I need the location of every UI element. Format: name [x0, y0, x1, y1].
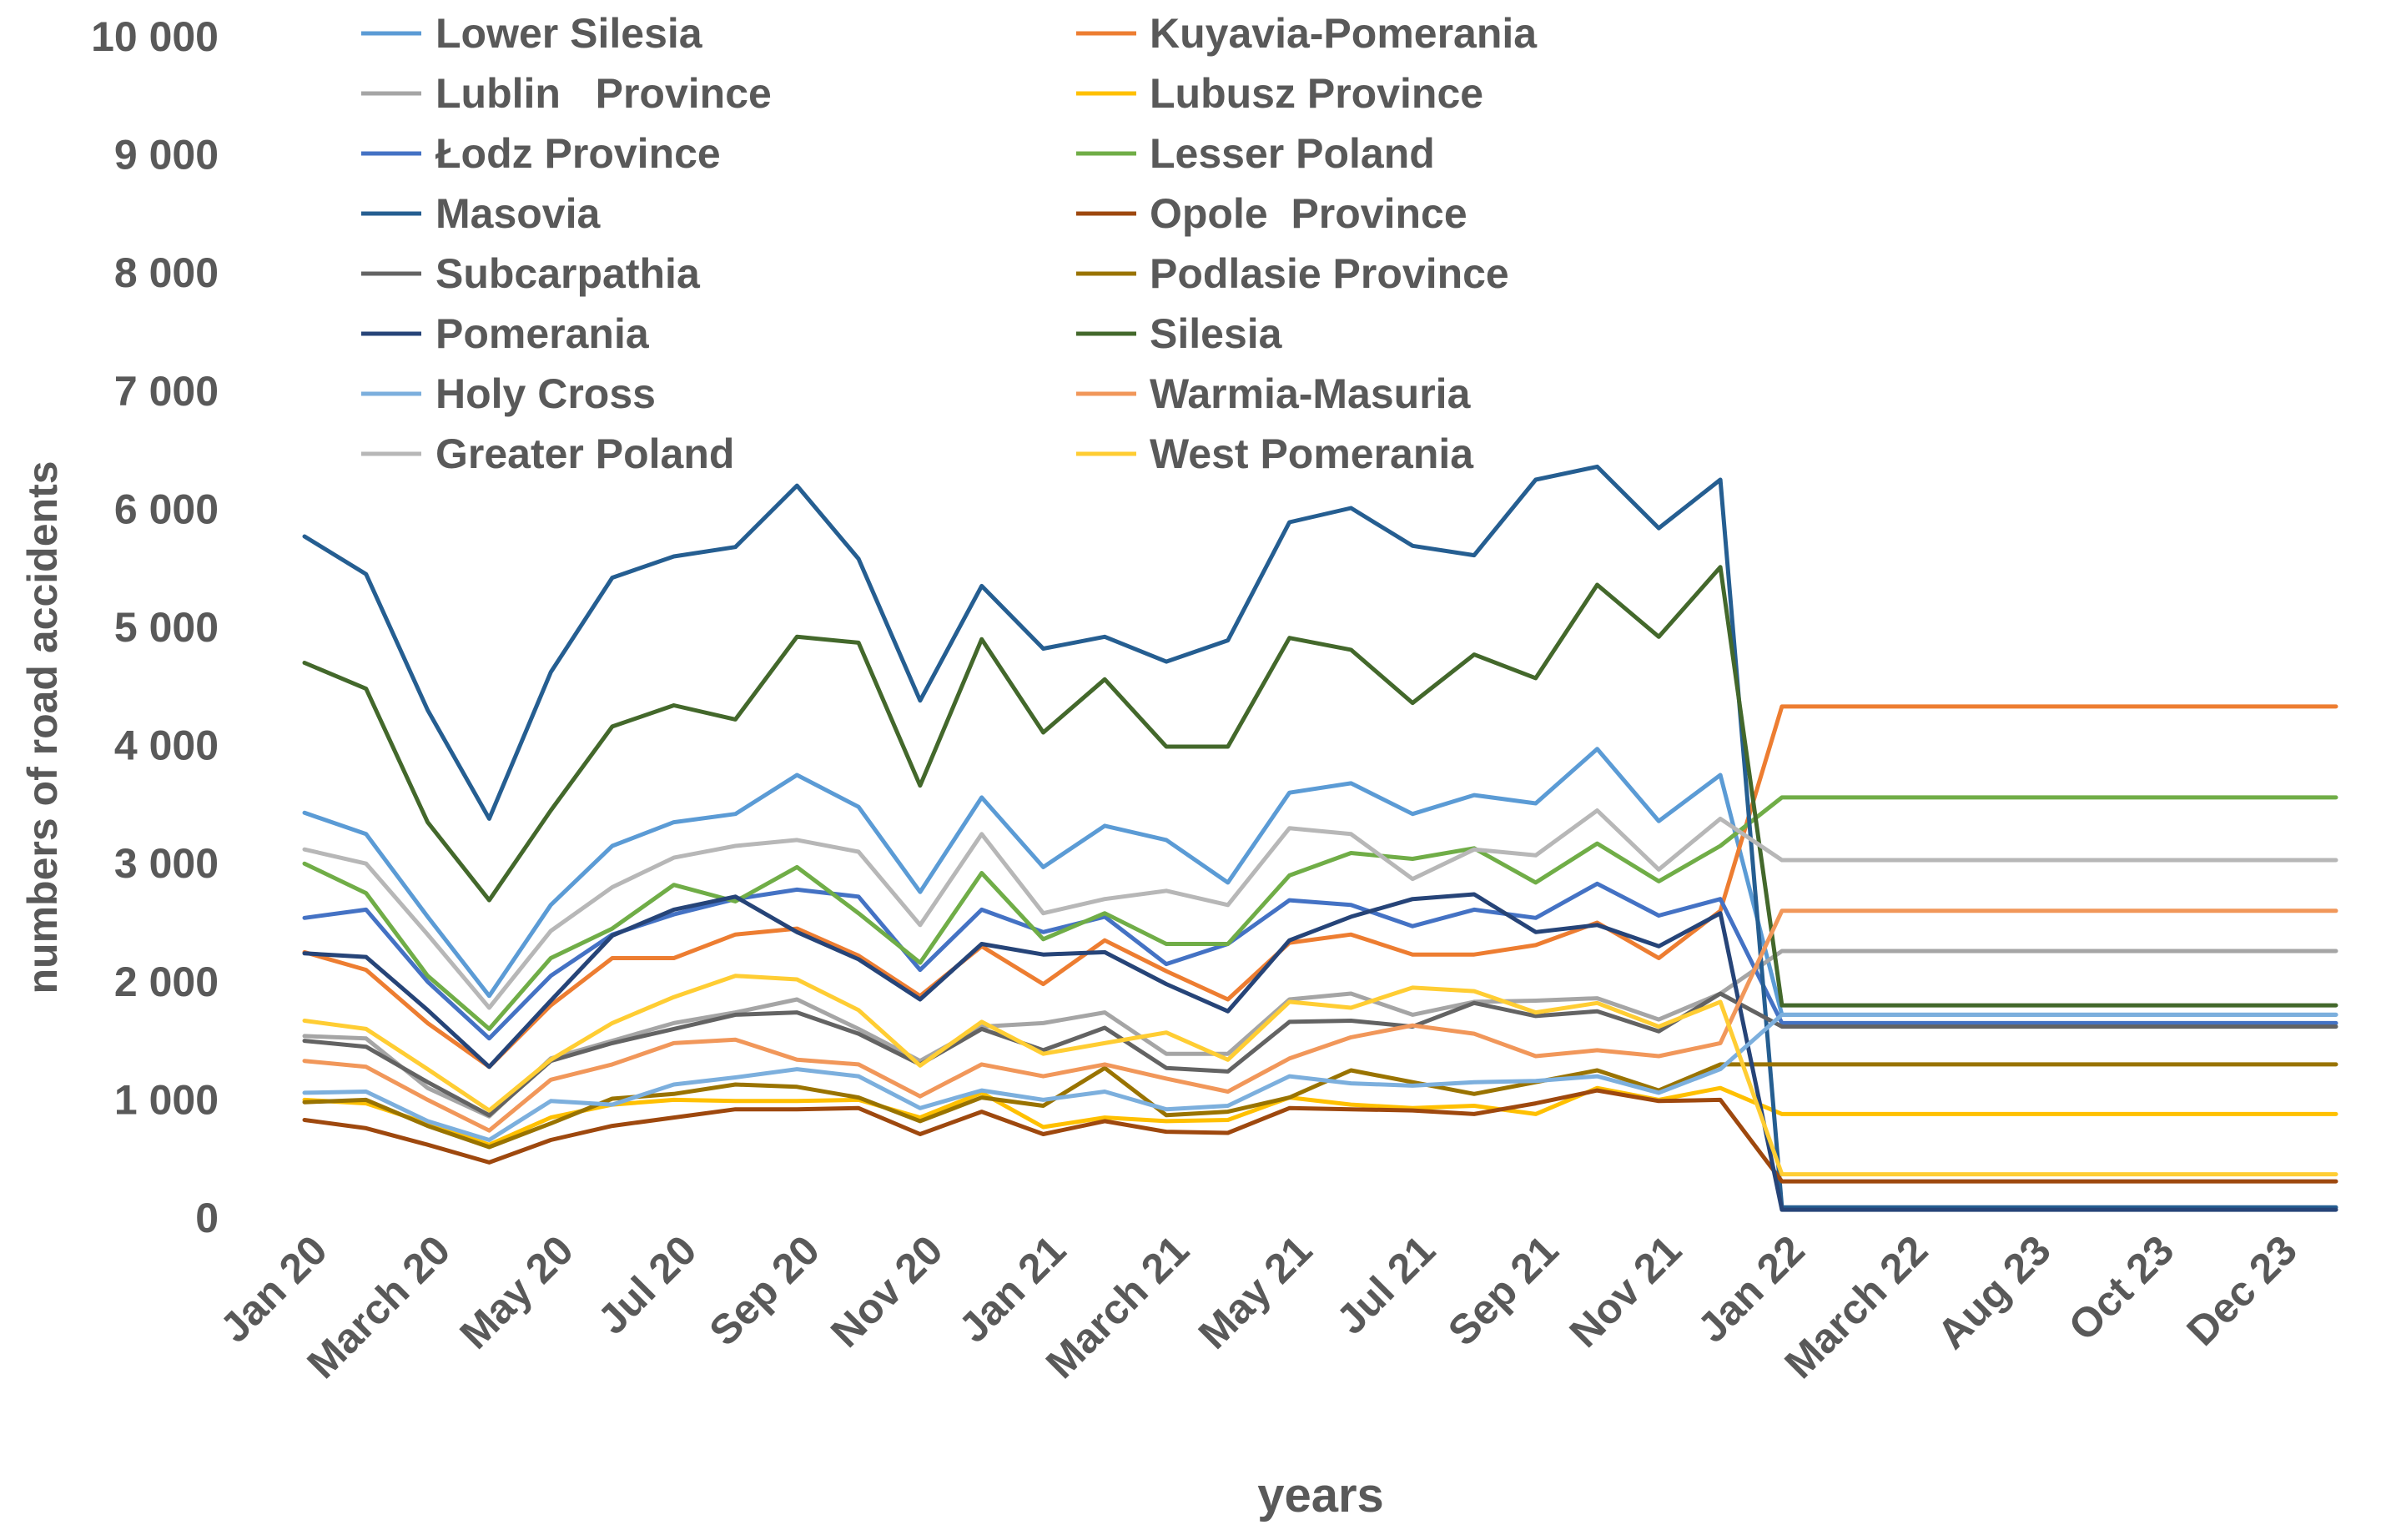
legend-item: Łodz Province	[361, 130, 721, 177]
legend-label: Lubusz Province	[1150, 70, 1483, 117]
x-tick-label: Nov 20	[822, 1226, 952, 1356]
x-tick-label: Jul 21	[1327, 1226, 1444, 1343]
x-axis-title: years	[1257, 1468, 1384, 1522]
legend-label: Opole Province	[1150, 190, 1467, 237]
series-line-5	[302, 795, 2338, 1031]
series-line-0	[302, 747, 2338, 1017]
y-tick-label: 7 000	[114, 368, 219, 415]
x-tick-label: Aug 23	[1928, 1226, 2059, 1357]
y-tick-label: 9 000	[114, 132, 219, 179]
series-line-8	[302, 991, 2338, 1118]
series-line-13	[302, 908, 2338, 1133]
series-line-12	[302, 1012, 2338, 1142]
y-tick-label: 4 000	[114, 722, 219, 769]
x-tick-label: Jul 20	[589, 1226, 706, 1343]
y-tick-label: 8 000	[114, 249, 219, 296]
x-tick-label: Jan 22	[1689, 1226, 1814, 1351]
legend-label: West Pomerania	[1150, 430, 1474, 477]
legend-label: Masovia	[435, 190, 602, 237]
y-axis-ticks: 0 1 000 2 000 3 000 4 000 5 000 6 000 7 000 8 00…	[91, 13, 219, 1241]
legend-item: Holy Cross	[361, 370, 656, 417]
series-line-2	[302, 949, 2338, 1119]
series-line-3	[302, 1085, 2338, 1147]
legend-item: Lower Silesia	[361, 10, 703, 57]
legend-label: Greater Poland	[435, 430, 734, 477]
x-tick-label: Jan 21	[950, 1226, 1075, 1351]
legend-item: Lubusz Province	[1076, 70, 1483, 117]
series-line-6	[302, 464, 2338, 1210]
legend-item: Opole Province	[1076, 190, 1467, 237]
legend-item: Subcarpathia	[361, 250, 701, 297]
y-axis-title: numbers of road accidents	[19, 460, 66, 994]
series-line-7	[302, 1088, 2338, 1184]
y-tick-label: 2 000	[114, 959, 219, 1005]
series-line-1	[302, 704, 2338, 1069]
y-tick-label: 0	[195, 1195, 219, 1241]
x-tick-label: Sep 20	[700, 1226, 828, 1355]
legend-item: Greater Poland	[361, 430, 734, 477]
y-tick-label: 1 000	[114, 1076, 219, 1123]
x-tick-label: Dec 23	[2177, 1226, 2306, 1355]
series-line-14	[302, 808, 2338, 1010]
legend-item: Warmia-Masuria	[1076, 370, 1472, 417]
x-tick-label: Jan 20	[211, 1226, 336, 1351]
legend-label: Lesser Poland	[1150, 130, 1435, 177]
legend-label: Lower Silesia	[435, 10, 703, 57]
y-tick-label: 5 000	[114, 604, 219, 651]
series-line-10	[302, 892, 2338, 1212]
legend-item: Lesser Poland	[1076, 130, 1435, 177]
series-lines	[302, 464, 2338, 1212]
legend-item: West Pomerania	[1076, 430, 1474, 477]
legend-item: Kuyavia-Pomerania	[1076, 10, 1538, 57]
y-tick-label: 10 000	[91, 13, 219, 60]
x-tick-label: Nov 21	[1561, 1226, 1691, 1356]
legend-label: Subcarpathia	[435, 250, 701, 297]
legend-label: Silesia	[1150, 310, 1283, 357]
legend-item: Lublin Province	[361, 70, 772, 117]
legend-label: Łodz Province	[435, 130, 721, 177]
legend: Lower Silesia Kuyavia-Pomerania Lublin Pro…	[361, 10, 1538, 477]
series-line-15	[302, 974, 2338, 1177]
legend-label: Pomerania	[435, 310, 650, 357]
legend-item: Masovia	[361, 190, 602, 237]
legend-label: Podlasie Province	[1150, 250, 1509, 297]
legend-item: Pomerania	[361, 310, 650, 357]
legend-item: Podlasie Province	[1076, 250, 1509, 297]
y-tick-label: 3 000	[114, 840, 219, 887]
x-tick-label: Sep 21	[1439, 1226, 1568, 1355]
legend-label: Lublin Province	[435, 70, 772, 117]
y-tick-label: 6 000	[114, 486, 219, 532]
legend-item: Silesia	[1076, 310, 1283, 357]
x-tick-label: Oct 23	[2060, 1226, 2183, 1350]
legend-label: Holy Cross	[435, 370, 656, 417]
series-line-11	[302, 565, 2338, 1008]
legend-label: Kuyavia-Pomerania	[1150, 10, 1538, 57]
x-tick-label: May 20	[451, 1226, 582, 1358]
legend-label: Warmia-Masuria	[1150, 370, 1472, 417]
x-tick-label: May 21	[1190, 1226, 1321, 1358]
